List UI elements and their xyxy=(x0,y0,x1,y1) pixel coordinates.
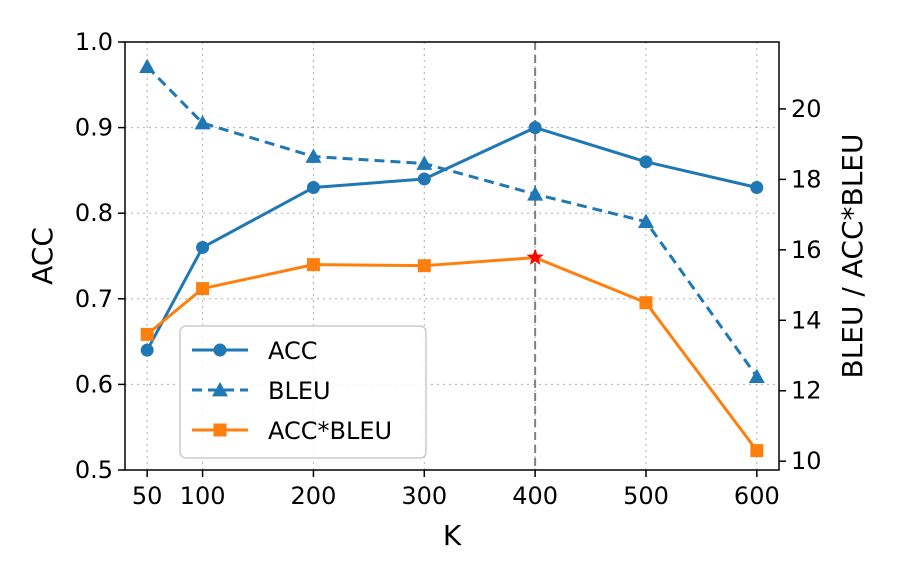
y-left-tick-label: 0.6 xyxy=(75,370,113,398)
point-acc-bleu xyxy=(750,444,764,458)
y-left-tick-label: 0.5 xyxy=(75,456,113,484)
point-bleu xyxy=(194,115,211,130)
y-right-tick-label: 12 xyxy=(791,377,822,405)
y-axis-right-label: BLEU / ACC*BLEU xyxy=(836,134,869,379)
point-acc xyxy=(417,172,431,186)
point-acc-bleu xyxy=(140,327,154,341)
y-left-tick-label: 0.8 xyxy=(75,199,113,227)
point-acc-bleu xyxy=(306,258,320,272)
y-right-tick-label: 18 xyxy=(791,165,822,193)
series-layer xyxy=(139,58,765,458)
x-tick-label: 600 xyxy=(734,482,780,510)
x-tick-label: 500 xyxy=(623,482,669,510)
point-acc xyxy=(306,181,320,195)
y-right-tick-label: 14 xyxy=(791,306,822,334)
point-bleu xyxy=(305,148,322,163)
x-tick-label: 200 xyxy=(291,482,337,510)
x-axis-label: K xyxy=(443,519,462,552)
plot-area-frame xyxy=(124,41,780,471)
legend-marker-acc-bleu xyxy=(213,423,227,437)
point-bleu xyxy=(637,213,654,229)
legend-box xyxy=(179,325,427,459)
y-right-tick-label: 10 xyxy=(791,447,822,475)
point-bleu xyxy=(527,186,544,201)
y-left-tick-label: 1.0 xyxy=(75,28,113,56)
highlight-star-marker xyxy=(526,248,544,265)
y-left-tick-label: 0.9 xyxy=(75,114,113,142)
series-line-acc xyxy=(145,126,758,351)
legend-label-bleu: BLEU xyxy=(268,377,331,405)
point-acc xyxy=(750,181,764,195)
series-bleu xyxy=(139,58,765,384)
x-tick-label: 300 xyxy=(401,482,447,510)
point-acc xyxy=(528,121,542,135)
legend-label-acc-bleu: ACC*BLEU xyxy=(268,417,392,445)
legend: ACC BLEU ACC*BLEU xyxy=(179,325,427,459)
point-acc xyxy=(196,240,210,254)
point-bleu xyxy=(416,155,433,170)
y-axis-left-label: ACC xyxy=(26,227,59,285)
x-tick-label: 400 xyxy=(512,482,558,510)
y-right-tick-label: 16 xyxy=(791,236,822,264)
series-acc xyxy=(140,121,764,357)
x-tick-label: 50 xyxy=(132,482,163,510)
point-acc-bleu xyxy=(639,296,653,310)
point-acc xyxy=(639,155,653,169)
series-acc-bleu xyxy=(140,256,764,458)
y-right-tick-label: 20 xyxy=(791,95,822,123)
point-acc-bleu xyxy=(417,259,431,273)
point-acc-bleu xyxy=(196,282,210,296)
point-acc xyxy=(140,343,154,357)
y-left-tick-label: 0.7 xyxy=(75,285,113,313)
legend-marker-acc xyxy=(213,343,227,357)
point-bleu xyxy=(139,58,156,74)
point-bleu xyxy=(748,368,765,384)
legend-label-acc: ACC xyxy=(268,337,318,365)
ticks: 50 100 200 300 400 500 600 0.5 0.6 0.7 0.8 0.9 1.0 10… xyxy=(75,28,822,510)
x-tick-label: 100 xyxy=(180,482,226,510)
legend-marker-bleu xyxy=(212,382,228,397)
